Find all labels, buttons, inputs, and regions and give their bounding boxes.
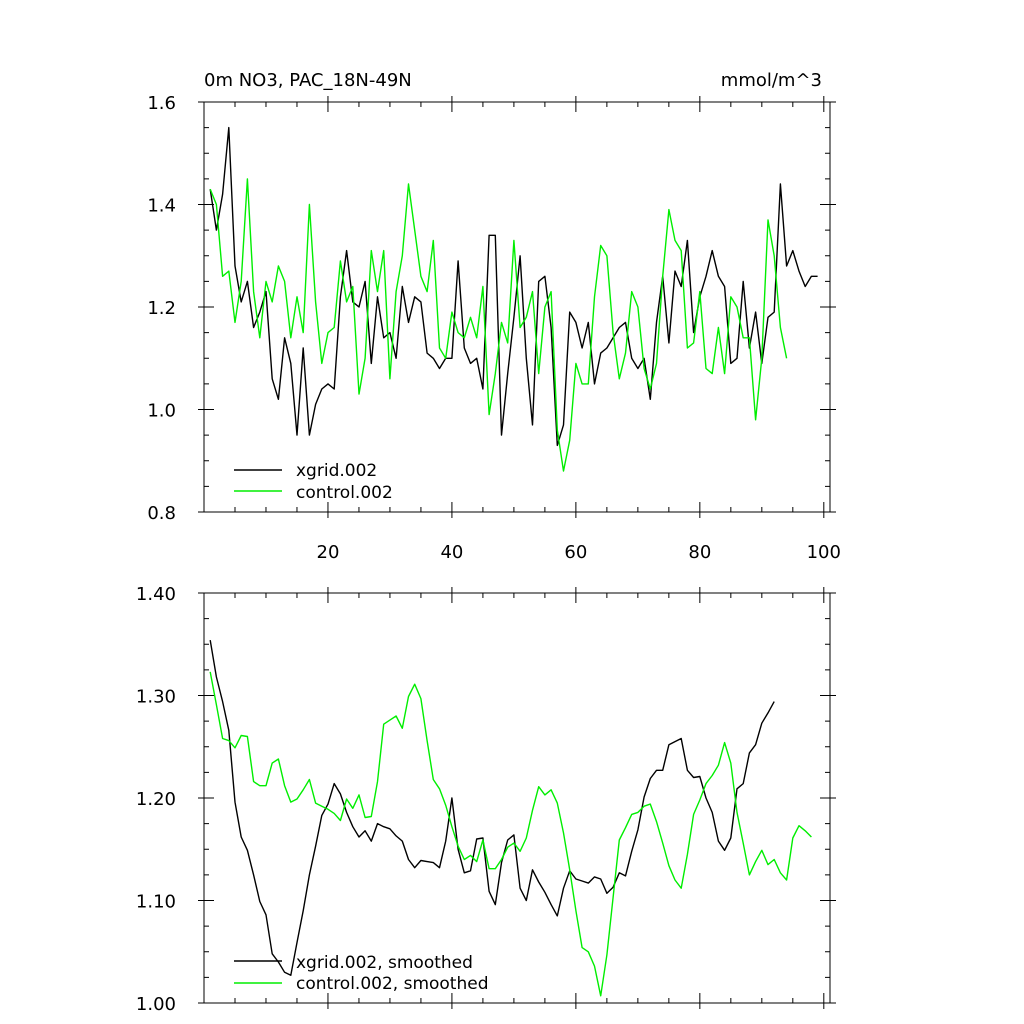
top-units: mmol/m^3: [721, 70, 822, 91]
bottom-ytick-label: 1.30: [136, 687, 176, 708]
bottom-series-line-control: [209, 671, 812, 997]
bottom-plot-frame: [203, 592, 831, 1004]
top-panel: 0m NO3, PAC_18N-49N mmol/m^3 0.8 1.0 1.2 1.…: [147, 70, 841, 563]
bottom-series-line-xgrid: [209, 639, 775, 976]
top-plot-frame: [203, 101, 831, 513]
top-y-tick-labels: 0.8 1.0 1.2 1.4 1.6: [147, 93, 176, 524]
top-ytick-label: 1.6: [147, 93, 176, 114]
top-xtick-label: 40: [440, 542, 463, 563]
bottom-ytick-label: 1.00: [136, 994, 176, 1015]
top-ytick-label: 0.8: [147, 503, 176, 524]
top-ytick-label: 1.0: [147, 401, 176, 422]
bottom-y-tick-labels: 1.00 1.10 1.20 1.30 1.40: [136, 584, 176, 1015]
top-xtick-label: 60: [564, 542, 587, 563]
bottom-legend: xgrid.002, smoothed control.002, smoothe…: [234, 953, 489, 994]
bottom-ytick-label: 1.20: [136, 789, 176, 810]
top-ytick-label: 1.4: [147, 196, 176, 217]
top-series-group: [209, 126, 818, 472]
bottom-legend-label-control: control.002, smoothed: [296, 974, 489, 994]
top-x-tick-labels: 20 40 60 80 100: [317, 542, 841, 563]
top-legend: xgrid.002 control.002: [234, 461, 393, 503]
bottom-ytick-label: 1.10: [136, 892, 176, 913]
top-xtick-label: 20: [317, 542, 340, 563]
bottom-ytick-label: 1.40: [136, 584, 176, 605]
bottom-series-group: [209, 639, 812, 997]
bottom-ticks: [198, 587, 836, 1009]
top-ytick-label: 1.2: [147, 298, 176, 319]
bottom-legend-label-xgrid: xgrid.002, smoothed: [296, 953, 473, 973]
top-xtick-label: 80: [688, 542, 711, 563]
top-series-line-control: [209, 178, 788, 472]
top-legend-label-control: control.002: [296, 483, 393, 503]
top-ticks: [198, 96, 836, 518]
top-legend-label-xgrid: xgrid.002: [296, 461, 377, 481]
top-title: 0m NO3, PAC_18N-49N: [204, 70, 412, 91]
top-xtick-label: 100: [807, 542, 841, 563]
top-series-line-xgrid: [209, 126, 818, 447]
bottom-panel: 1.00 1.10 1.20 1.30 1.40 xgrid.002, smoothed…: [136, 584, 836, 1015]
